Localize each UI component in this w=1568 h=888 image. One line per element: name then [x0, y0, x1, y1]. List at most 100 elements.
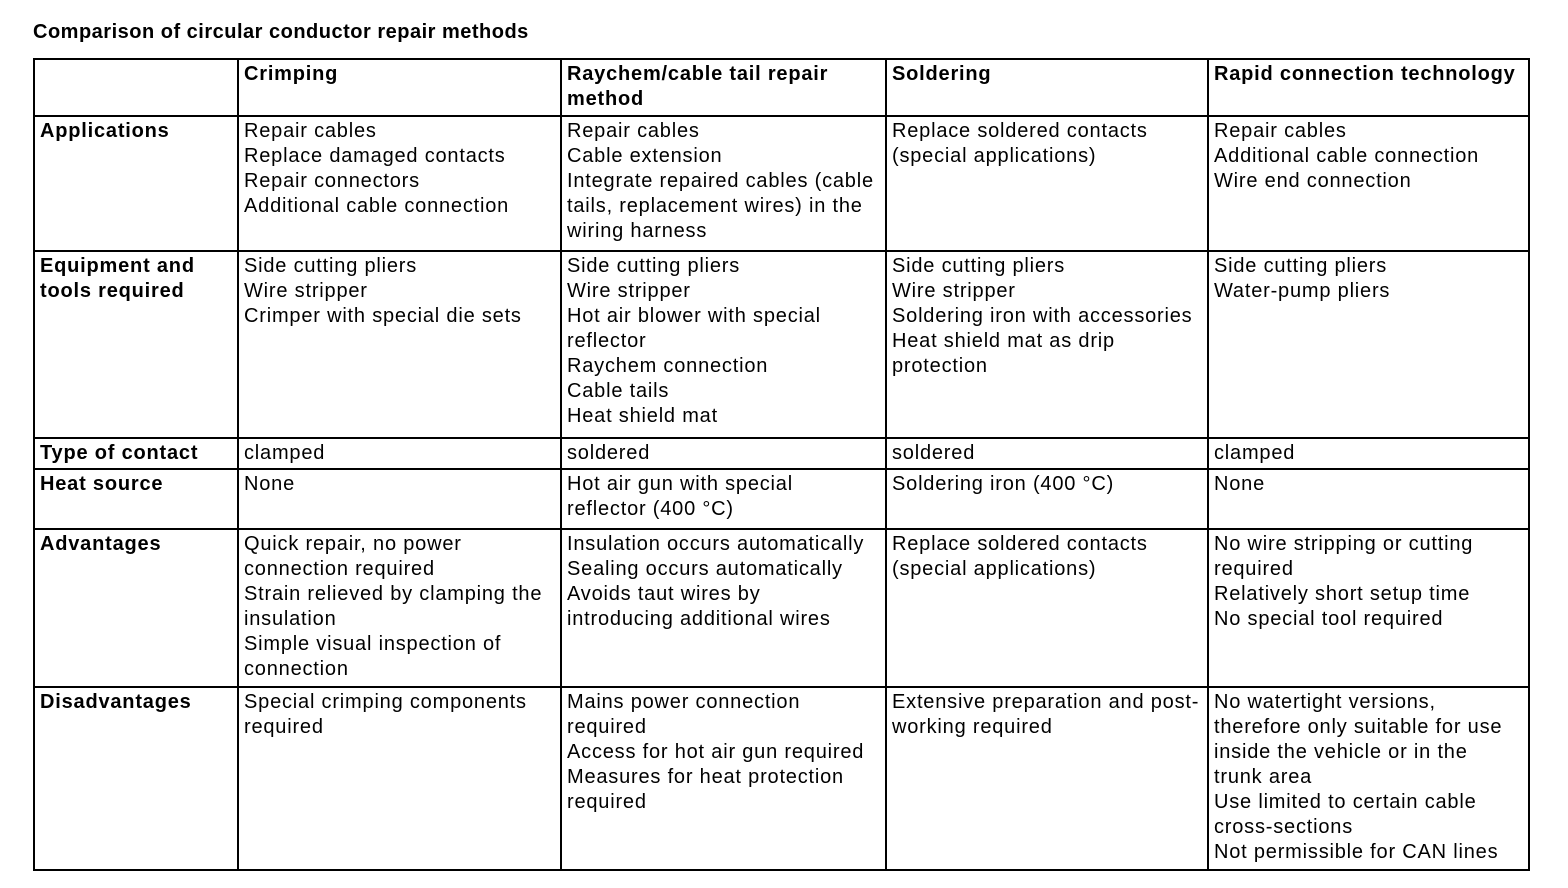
- table-cell: soldered: [885, 437, 1209, 470]
- cell-line: Repair cables: [244, 120, 377, 142]
- cell-line: protection: [892, 355, 988, 377]
- cell-line: Measures for heat protection: [567, 766, 844, 788]
- column-header: Rapid connection technology: [1207, 58, 1530, 117]
- row-label: Advantages: [33, 528, 239, 688]
- cell-line: Mains power connection: [567, 691, 801, 713]
- table-cell: Special crimping components required: [237, 686, 562, 871]
- table-row: Applications Repair cables Replace damaged…: [33, 115, 1530, 252]
- cell-line: (special applications): [892, 145, 1097, 167]
- cell-line: Repair cables: [567, 120, 700, 142]
- cell-line: No watertight versions,: [1214, 691, 1436, 713]
- cell-line: Integrate repaired cables (cable: [567, 170, 874, 192]
- cell-line: None: [244, 473, 296, 495]
- table-row: Disadvantages Special crimping components…: [33, 686, 1530, 871]
- table-cell: Replace soldered contacts (special applic…: [885, 528, 1209, 688]
- cell-line: Replace damaged contacts: [244, 145, 506, 167]
- table-cell: clamped: [1207, 437, 1530, 470]
- cell-line: (special applications): [892, 558, 1097, 580]
- cell-line: Sealing occurs automatically: [567, 558, 843, 580]
- cell-line: Additional cable connection: [244, 195, 510, 217]
- cell-line: required: [567, 791, 647, 813]
- table-cell: Repair cables Additional cable connection…: [1207, 115, 1530, 252]
- cell-line: Strain relieved by clamping the: [244, 583, 543, 605]
- row-label: Disadvantages: [33, 686, 239, 871]
- cell-line: connection required: [244, 558, 435, 580]
- cell-line: trunk area: [1214, 766, 1313, 788]
- table-cell: soldered: [560, 437, 887, 470]
- cell-line: wiring harness: [567, 220, 708, 242]
- table-row: Type of contact clamped soldered soldered cl…: [33, 437, 1530, 470]
- cell-line: Heat shield mat: [567, 405, 718, 427]
- corner-cell: [33, 58, 239, 117]
- table-row: Equipment and tools required Side cutting…: [33, 250, 1530, 439]
- table-cell: Mains power connection required Access for…: [560, 686, 887, 871]
- cell-line: No wire stripping or cutting: [1214, 533, 1474, 555]
- cell-line: Special crimping components: [244, 691, 527, 713]
- cell-line: Wire end connection: [1214, 170, 1412, 192]
- table-cell: Side cutting pliers Wire stripper Hot air …: [560, 250, 887, 439]
- cell-line: Wire stripper: [567, 280, 691, 302]
- cell-line: required: [567, 716, 647, 738]
- cell-line: Use limited to certain cable: [1214, 791, 1477, 813]
- cell-line: Simple visual inspection of: [244, 633, 502, 655]
- cell-line: Hot air gun with special: [567, 473, 793, 495]
- column-header: Soldering: [885, 58, 1209, 117]
- comparison-table: Crimping Raychem/cable tail repair method…: [33, 58, 1530, 871]
- row-label: Heat source: [33, 468, 239, 530]
- cell-line: Access for hot air gun required: [567, 741, 865, 763]
- table-cell: Repair cables Cable extension Integrate re…: [560, 115, 887, 252]
- cell-line: Side cutting pliers: [892, 255, 1066, 277]
- cell-line: Cable tails: [567, 380, 670, 402]
- cell-line: Water-pump pliers: [1214, 280, 1391, 302]
- cell-line: Extensive preparation and post-: [892, 691, 1200, 713]
- cell-line: clamped: [244, 442, 326, 464]
- cell-line: None: [1214, 473, 1266, 495]
- cell-line: tails, replacement wires) in the: [567, 195, 863, 217]
- cell-line: inside the vehicle or in the: [1214, 741, 1468, 763]
- table-cell: None: [1207, 468, 1530, 530]
- cell-line: Not permissible for CAN lines: [1214, 841, 1499, 863]
- table-cell: Soldering iron (400 °C): [885, 468, 1209, 530]
- cell-line: reflector (400 °C): [567, 498, 734, 520]
- cell-line: Hot air blower with special: [567, 305, 821, 327]
- table-row: Advantages Quick repair, no power connecti…: [33, 528, 1530, 688]
- cell-line: Wire stripper: [244, 280, 368, 302]
- cell-line: therefore only suitable for use: [1214, 716, 1503, 738]
- cell-line: Quick repair, no power: [244, 533, 462, 555]
- cell-line: insulation: [244, 608, 337, 630]
- column-header: Raychem/cable tail repair method: [560, 58, 887, 117]
- cell-line: Insulation occurs automatically: [567, 533, 865, 555]
- cell-line: required: [244, 716, 324, 738]
- table-cell: Side cutting pliers Wire stripper Solderin…: [885, 250, 1209, 439]
- cell-line: Side cutting pliers: [1214, 255, 1388, 277]
- table-row: Heat source None Hot air gun with special r…: [33, 468, 1530, 530]
- cell-line: Soldering iron with accessories: [892, 305, 1193, 327]
- table-cell: Insulation occurs automatically Sealing o…: [560, 528, 887, 688]
- row-label: Type of contact: [33, 437, 239, 470]
- cell-line: Additional cable connection: [1214, 145, 1480, 167]
- table-cell: No wire stripping or cutting required Rela…: [1207, 528, 1530, 688]
- cell-line: working required: [892, 716, 1053, 738]
- table-cell: None: [237, 468, 562, 530]
- table-cell: Extensive preparation and post-working r…: [885, 686, 1209, 871]
- table-cell: Quick repair, no power connection require…: [237, 528, 562, 688]
- cell-line: introducing additional wires: [567, 608, 831, 630]
- cell-line: Crimper with special die sets: [244, 305, 522, 327]
- table-cell: Side cutting pliers Wire stripper Crimper …: [237, 250, 562, 439]
- cell-line: required: [1214, 558, 1294, 580]
- cell-line: clamped: [1214, 442, 1296, 464]
- cell-line: cross-sections: [1214, 816, 1354, 838]
- cell-line: Relatively short setup time: [1214, 583, 1471, 605]
- column-header: Crimping: [237, 58, 562, 117]
- cell-line: No special tool required: [1214, 608, 1444, 630]
- cell-line: Replace soldered contacts: [892, 120, 1148, 142]
- row-label: Equipment and tools required: [33, 250, 239, 439]
- cell-line: soldered: [892, 442, 976, 464]
- table-cell: Repair cables Replace damaged contacts Rep…: [237, 115, 562, 252]
- header-row: Crimping Raychem/cable tail repair method…: [33, 58, 1530, 117]
- table-cell: clamped: [237, 437, 562, 470]
- cell-line: Raychem connection: [567, 355, 769, 377]
- cell-line: Replace soldered contacts: [892, 533, 1148, 555]
- cell-line: Avoids taut wires by: [567, 583, 761, 605]
